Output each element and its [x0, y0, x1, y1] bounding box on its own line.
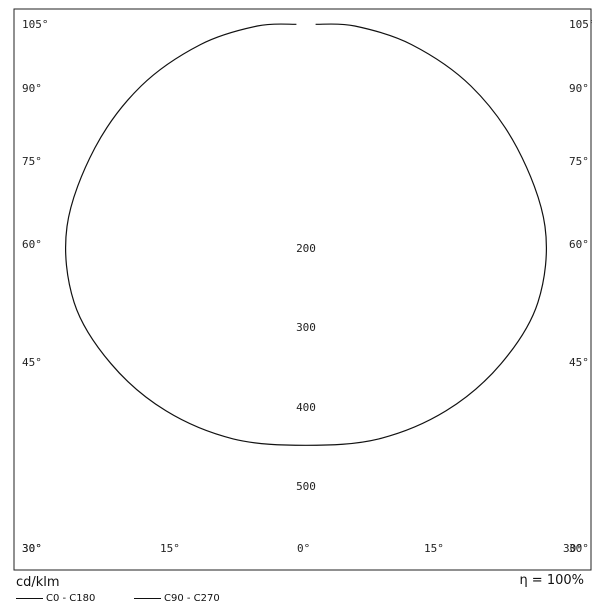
legend-item-c0-c180: C0 - C180 [16, 593, 95, 604]
radial-tick-label: 500 [296, 480, 316, 493]
series-c0-c180-curve [65, 23, 547, 446]
radial-tick-label: 300 [296, 321, 316, 334]
angle-tick-bottom: 30° [22, 542, 42, 555]
angle-tick-right: 105° [569, 18, 592, 31]
radial-tick-label: 200 [296, 242, 316, 255]
angle-tick-left: 90° [22, 82, 42, 95]
legend-line-swatch [134, 598, 161, 599]
angle-tick-left: 45° [22, 356, 42, 369]
angle-tick-right: 30° [569, 542, 589, 555]
angle-tick-bottom: 15° [424, 542, 444, 555]
angle-tick-right: 75° [569, 155, 589, 168]
radial-tick-label: 400 [296, 401, 316, 414]
efficiency-label: η = 100% [519, 573, 584, 588]
legend-item-c90-c270: C90 - C270 [134, 593, 220, 604]
plot-frame [13, 8, 592, 571]
angle-tick-bottom: 0° [297, 542, 310, 555]
angle-tick-bottom: 15° [160, 542, 180, 555]
legend-label: C0 - C180 [46, 593, 96, 604]
angle-tick-left: 30° [22, 542, 42, 555]
angle-tick-bottom: 30° [563, 542, 583, 555]
angle-tick-right: 45° [569, 356, 589, 369]
unit-label: cd/klm [16, 575, 60, 590]
angle-tick-right: 90° [569, 82, 589, 95]
legend-line-swatch [16, 598, 43, 599]
angle-tick-labels: 105°90°75°60°45°30°105°90°75°60°45°30°30… [22, 18, 592, 555]
legend-label: C90 - C270 [164, 593, 220, 604]
angle-tick-left: 75° [22, 155, 42, 168]
angle-tick-right: 60° [569, 238, 589, 251]
angle-tick-left: 60° [22, 238, 42, 251]
angle-tick-left: 105° [22, 18, 49, 31]
radial-tick-labels: 200 300 400 500 [296, 242, 316, 493]
